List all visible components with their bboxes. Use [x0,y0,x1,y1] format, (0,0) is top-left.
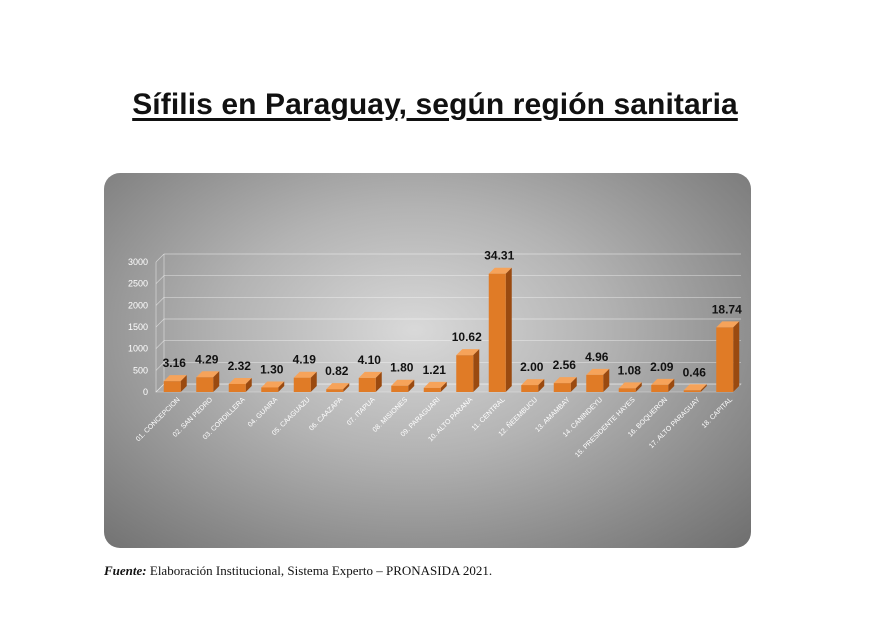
gridline-depth [155,253,165,263]
x-tick-label: 15. PRESIDENTE HAYES [574,396,637,459]
page-title: Sífilis en Paraguay, según región sanita… [132,88,738,121]
bar-top [228,377,252,384]
data-label: 1.80 [390,361,414,375]
bar [553,383,571,392]
data-label: 1.21 [423,363,447,377]
data-label: 4.10 [358,353,382,367]
data-label: 18.74 [712,302,742,316]
y-tick-label: 3000 [128,257,148,267]
bar-top [586,368,610,375]
bar-side [440,381,447,392]
bar-top [488,267,512,274]
y-tick-label: 1500 [128,322,148,332]
bar-side [733,321,740,392]
bar-side [213,371,220,392]
bar [716,327,734,392]
bar [261,387,279,392]
bar-side [603,368,610,392]
bar [228,383,246,392]
data-label: 1.08 [618,363,642,377]
source-text: Elaboración Institucional, Sistema Exper… [146,563,493,578]
bar-side [245,377,252,392]
bar-top [261,381,285,388]
bar [586,374,604,392]
data-label: 3.16 [163,356,187,370]
bar-side [310,371,317,392]
data-label: 2.00 [520,360,544,374]
bar [358,377,376,392]
bar-top [358,371,382,378]
bar [521,385,539,392]
x-tick-label: 11. CENTRAL [471,396,507,432]
bar-side [668,378,675,392]
bar-top [651,378,675,385]
x-tick-label: 04. GUAIRA [247,396,279,428]
bar-top [716,321,740,328]
bar-top [196,371,220,378]
bar-top [423,381,447,388]
bar-top [293,371,317,378]
source-label: Fuente: [104,563,147,578]
x-tick-label: 06. CAAZAPA [308,396,344,432]
bar [293,377,311,392]
data-label: 2.56 [553,358,577,372]
bar-top [456,349,480,356]
data-label: 0.82 [325,364,349,378]
bar-side [538,379,545,392]
gridline-depth [155,275,165,284]
bar-side [278,381,285,392]
bar-top [391,379,415,386]
gridline-depth [155,318,165,328]
bar-side [343,383,350,392]
bar [488,273,506,392]
y-tick-label: 2500 [128,279,148,289]
bar [423,387,441,392]
y-tick-label: 1000 [128,344,148,354]
data-label: 2.09 [650,360,674,374]
y-tick-label: 0 [143,387,148,397]
data-label: 10.62 [452,330,482,344]
bar-side [180,375,187,392]
source-note: Fuente: Elaboración Institucional, Siste… [104,563,492,579]
gridline-depth [155,362,165,371]
y-tick-label: 2000 [128,300,148,310]
x-tick-label: 07. ITAPUA [346,396,377,427]
bar-side [505,267,512,392]
bar [651,384,669,392]
y-tick-label: 500 [133,365,148,375]
bar [163,381,181,392]
bar-top [683,384,707,391]
bar-side [700,384,707,392]
chart-panel: 0 500 1000 1500 2000 2500 3000 3.16 01. CONCEPCI… [104,173,751,548]
data-label: 34.31 [484,249,514,263]
bar [326,389,344,392]
bar-side [473,349,480,392]
gridline-depth [155,383,165,393]
bar [391,385,409,392]
bar-top [521,379,545,386]
bar [618,388,636,392]
gridline-depth [155,340,165,349]
bar-side [375,371,382,392]
data-label: 4.19 [293,353,317,367]
bar-top [618,382,642,389]
gridline-depth [155,297,165,306]
bar [456,355,474,392]
x-tick-label: 18. CAPITAL [701,396,735,430]
bar-side [408,379,415,392]
bar-side [570,377,577,392]
bar [683,390,701,392]
data-label: 0.46 [683,365,707,379]
bar-side [635,382,642,392]
data-label: 2.32 [228,359,252,373]
data-label: 1.30 [260,362,284,376]
data-label: 4.29 [195,352,219,366]
bar-top [163,375,187,382]
bar-top [553,377,577,384]
bar-top [326,383,350,390]
data-label: 4.96 [585,350,609,364]
bar [196,377,214,392]
